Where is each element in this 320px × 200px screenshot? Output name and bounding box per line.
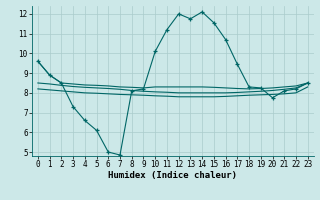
X-axis label: Humidex (Indice chaleur): Humidex (Indice chaleur) [108, 171, 237, 180]
